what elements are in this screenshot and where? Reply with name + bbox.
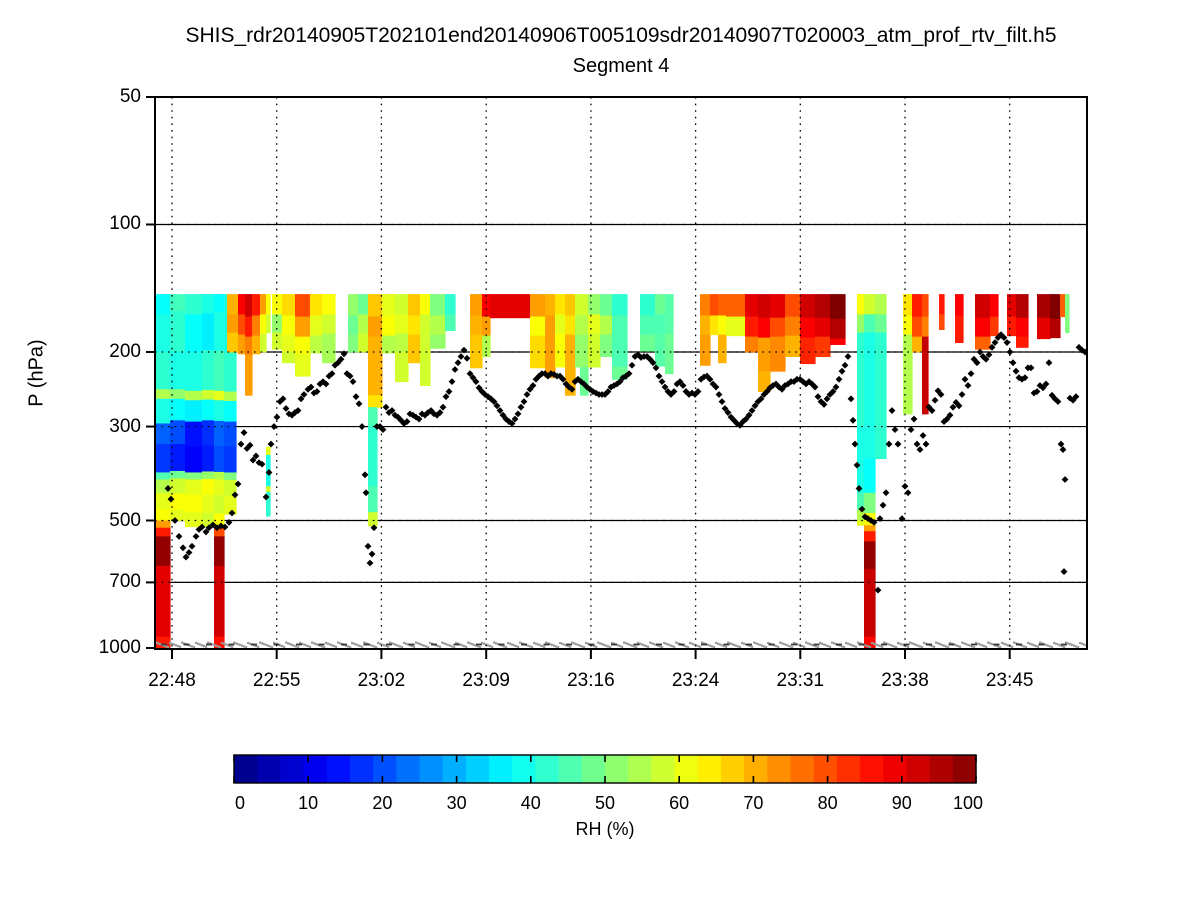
colorbar <box>233 754 977 784</box>
y-gridlines <box>155 223 1087 583</box>
y-tick-label: 700 <box>109 571 141 593</box>
x-tick-label: 23:38 <box>881 670 929 691</box>
y-tick-label: 500 <box>109 509 141 531</box>
y-tick-label: 200 <box>109 340 141 362</box>
x-tick-label: 23:31 <box>776 670 825 691</box>
colorbar-tick-label: 100 <box>952 793 984 813</box>
x-tick-label: 23:16 <box>567 670 615 691</box>
colorbar-label: RH (%) <box>575 819 635 839</box>
colorbar-tick-label: 60 <box>669 793 690 813</box>
colorbar-tick-label: 70 <box>743 793 764 813</box>
colorbar-tick-label: 10 <box>298 793 319 813</box>
y-tick-label: 100 <box>109 213 141 235</box>
x-tick-label: 23:02 <box>357 670 406 691</box>
y-tick-label: 300 <box>109 415 141 437</box>
colorbar-tick-label: 0 <box>234 793 246 813</box>
x-tick-label: 22:48 <box>148 670 196 691</box>
colorbar-tick-label: 50 <box>594 793 616 813</box>
plot-subtitle: Segment 4 <box>572 55 670 77</box>
colorbar-tick-label: 30 <box>446 793 467 813</box>
surface-band <box>155 641 1088 649</box>
x-tick-label: 23:45 <box>985 670 1034 691</box>
colorbar-tick-label: 20 <box>372 793 393 813</box>
colorbar-tick-label: 80 <box>817 793 838 813</box>
colorbar-tick-label: 90 <box>891 793 912 813</box>
x-tick-label: 23:24 <box>671 670 720 691</box>
colorbar-tick-label: 40 <box>520 793 541 813</box>
axes-box <box>146 96 1088 659</box>
plot-title: SHIS_rdr20140905T202101end20140906T00510… <box>185 24 1057 47</box>
rh-heatmap-layer <box>155 294 1070 649</box>
y-tick-label: 1000 <box>98 637 141 658</box>
x-tick-label: 22:55 <box>252 670 301 691</box>
y-tick-label: 50 <box>119 86 141 107</box>
x-tick-label: 23:09 <box>462 670 510 691</box>
cloud-top-scatter <box>164 331 1089 594</box>
